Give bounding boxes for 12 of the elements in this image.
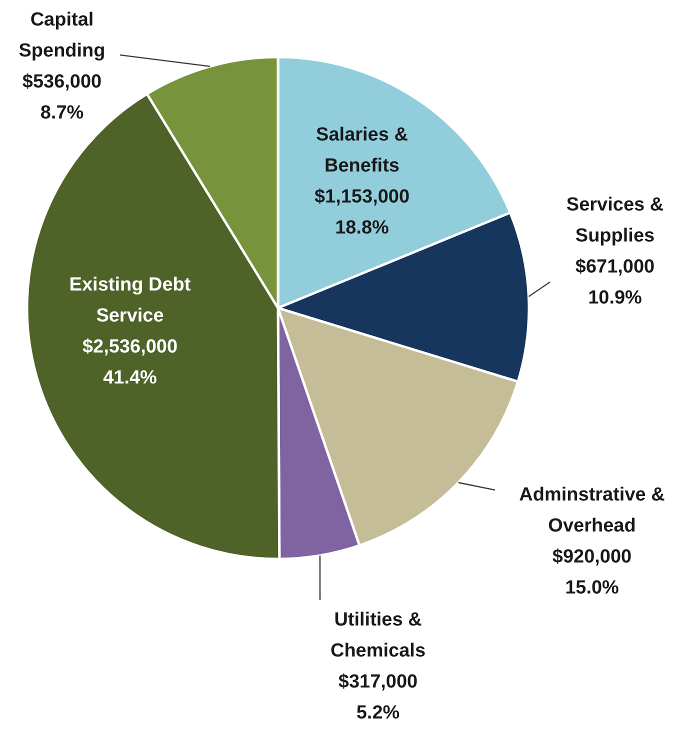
data-label: $536,000 8.7%: [22, 72, 102, 124]
slice-label: Salaries & Benefits: [316, 124, 408, 176]
slice-label: Existing Debt Service: [69, 274, 192, 326]
slice-label: Capital Spending: [18, 10, 106, 62]
data-label: $671,000 10.9%: [575, 256, 655, 308]
data-label: $1,153,000 18.8%: [314, 186, 410, 238]
slice-label: Adminstrative & Overhead: [519, 484, 666, 536]
slice-label: Services & Supplies: [566, 194, 664, 246]
data-label: $2,536,000 41.4%: [82, 336, 178, 388]
data-label: $317,000 5.2%: [338, 672, 418, 724]
data-label: $920,000 15.0%: [552, 546, 632, 598]
slice-label: Utilities & Chemicals: [330, 610, 426, 662]
